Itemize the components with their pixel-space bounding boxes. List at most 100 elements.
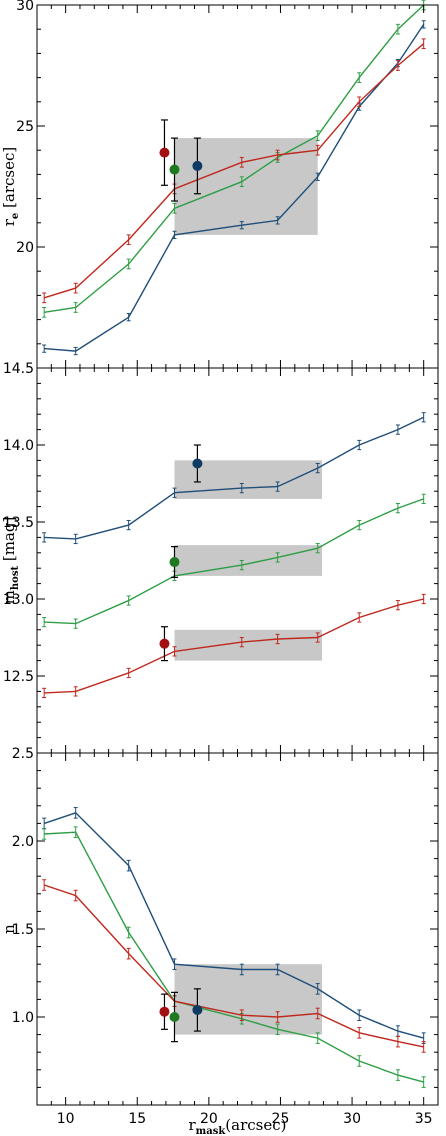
error-bar-green bbox=[315, 1032, 320, 1044]
error-bar-blue bbox=[357, 1009, 362, 1022]
y-tick-label: 2.5 bbox=[12, 746, 34, 762]
x-tick-label: 25 bbox=[272, 1111, 290, 1127]
error-bar-red bbox=[172, 646, 177, 657]
error-bar-blue bbox=[315, 983, 320, 995]
x-tick-label: 15 bbox=[128, 1111, 146, 1127]
error-bar-red bbox=[395, 60, 400, 71]
x-tick-label: 35 bbox=[415, 1111, 433, 1127]
error-bar-red bbox=[239, 1009, 244, 1022]
error-bar-red bbox=[315, 1007, 320, 1020]
series-line-green bbox=[44, 498, 424, 625]
x-axis-title-main: r bbox=[189, 1116, 197, 1134]
x-axis-title-sub: mask bbox=[196, 1126, 227, 1136]
error-bar-green bbox=[42, 616, 47, 628]
y-axis-title-main: n bbox=[0, 924, 18, 934]
error-bar-red bbox=[275, 149, 280, 161]
panel-middle: 12.5 13.0 13.5 14.0 14.5 mhost [mag] bbox=[0, 361, 439, 754]
error-bar-green bbox=[357, 72, 362, 83]
error-bar-blue bbox=[357, 439, 362, 451]
error-bar-blue bbox=[239, 963, 244, 976]
error-bar-blue bbox=[421, 412, 426, 423]
data-point-dot_green bbox=[169, 557, 180, 568]
data-point-dot_blue bbox=[192, 458, 203, 469]
y-tick-label: 30 bbox=[16, 0, 34, 14]
error-bar-red bbox=[357, 1027, 362, 1039]
y-axis-title-top: re [arcsec] bbox=[0, 147, 21, 227]
error-bar-blue bbox=[73, 533, 78, 545]
panel-bottom: 1.0 1.5 2.0 2.5 10 15 20 25 30 35 n bbox=[0, 746, 439, 1127]
error-bar-green bbox=[395, 503, 400, 514]
x-tick-label: 10 bbox=[57, 1111, 75, 1127]
error-bar-green bbox=[73, 302, 78, 313]
error-bar-blue bbox=[73, 807, 78, 819]
shaded-region-2 bbox=[174, 545, 322, 576]
error-bar-red bbox=[357, 612, 362, 623]
error-bar-green bbox=[42, 828, 47, 840]
y-axis-title-main: m bbox=[0, 590, 18, 604]
error-bar-green bbox=[73, 618, 78, 629]
error-bar-blue bbox=[315, 172, 320, 181]
error-bar-red bbox=[239, 637, 244, 648]
error-bar-blue bbox=[275, 216, 280, 225]
series-line-blue bbox=[44, 416, 425, 540]
y-tick-label: 14.5 bbox=[3, 361, 34, 377]
error-bar-red bbox=[73, 282, 78, 294]
error-bar-green bbox=[42, 307, 47, 318]
y-axis-title-rest: [mag] bbox=[0, 517, 18, 566]
y-tick-label: 1.0 bbox=[12, 1010, 34, 1026]
x-tick-label: 20 bbox=[200, 1111, 218, 1127]
error-bar-blue bbox=[395, 424, 400, 435]
y-axis-title-middle: mhost [mag] bbox=[0, 517, 21, 605]
error-bar-blue bbox=[172, 958, 177, 970]
data-point-dot_red bbox=[159, 147, 170, 158]
error-bar-red bbox=[421, 38, 426, 50]
error-bar-red bbox=[126, 667, 131, 679]
error-bar-red bbox=[42, 687, 47, 699]
series-line-blue bbox=[43, 811, 424, 1039]
y-tick-label: 13.0 bbox=[3, 592, 34, 608]
error-bar-green bbox=[172, 202, 177, 214]
series-line-green bbox=[44, 831, 424, 1083]
error-bar-green bbox=[73, 826, 78, 838]
y-axis-title-sub: e bbox=[10, 213, 21, 219]
error-bar-green bbox=[395, 23, 400, 35]
error-bar-green bbox=[315, 130, 320, 142]
error-bar-blue bbox=[275, 963, 280, 976]
data-point-dot_blue bbox=[192, 1004, 203, 1015]
error-bar-blue bbox=[126, 313, 131, 322]
error-bar-red bbox=[421, 1041, 426, 1053]
error-bar-blue bbox=[275, 481, 280, 492]
x-axis-title-rest: (arcsec) bbox=[225, 1116, 286, 1134]
error-bar-green bbox=[421, 1076, 426, 1088]
error-bar-red bbox=[275, 633, 280, 645]
error-bar-blue bbox=[239, 221, 244, 230]
error-bar-red bbox=[239, 156, 244, 168]
error-bar-red bbox=[357, 96, 362, 108]
error-bar-blue bbox=[172, 487, 177, 498]
error-bar-green bbox=[126, 258, 131, 270]
error-bar-blue bbox=[73, 346, 78, 356]
error-bar-green bbox=[315, 543, 320, 554]
error-bar-blue bbox=[126, 859, 131, 872]
series-line-red bbox=[43, 884, 424, 1048]
error-bar-blue bbox=[126, 519, 131, 531]
error-bar-red bbox=[126, 234, 131, 246]
panel-top: 20 25 30 re [arcsec] bbox=[0, 0, 439, 369]
shaded-region-1 bbox=[174, 138, 318, 235]
error-bar-red bbox=[395, 600, 400, 611]
data-point-dot_red bbox=[159, 638, 170, 649]
error-bar-red bbox=[315, 632, 320, 643]
y-tick-label: 25 bbox=[16, 119, 34, 135]
y-axis-title-bottom: n bbox=[0, 924, 18, 934]
x-axis-title: rmask(arcsec) bbox=[189, 1116, 287, 1136]
error-bar-green bbox=[357, 519, 362, 531]
error-bar-red bbox=[275, 1011, 280, 1023]
error-bar-green bbox=[275, 1023, 280, 1036]
error-bar-green bbox=[395, 1069, 400, 1081]
y-tick-label: 14.0 bbox=[3, 438, 34, 454]
error-bar-green bbox=[275, 552, 280, 563]
error-bar-red bbox=[73, 686, 78, 697]
error-bar-red bbox=[395, 1035, 400, 1048]
y-tick-label: 12.5 bbox=[3, 669, 34, 685]
data-point-dot_blue bbox=[192, 160, 203, 171]
